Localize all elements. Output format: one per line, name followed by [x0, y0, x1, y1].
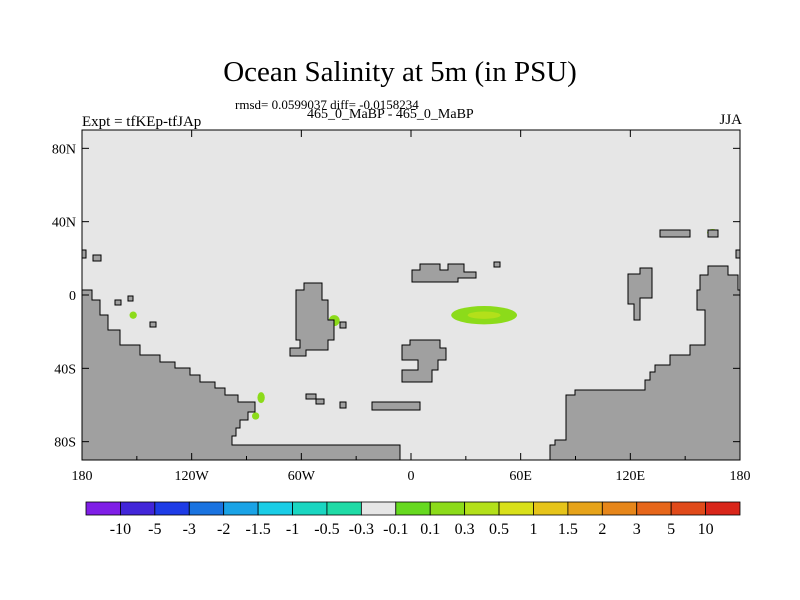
colorbar-swatch: [395, 501, 431, 516]
x-tick-label: 120W: [175, 469, 210, 484]
colorbar-label: -0.3: [349, 521, 374, 538]
season-label: JJA: [719, 112, 742, 128]
colorbar-swatch: [533, 501, 569, 516]
anomaly-region: [129, 311, 137, 319]
colorbar-label: -10: [110, 521, 131, 538]
land-islet: [493, 261, 501, 268]
y-tick-label: 40N: [52, 216, 76, 231]
land-west-edge-islet: [81, 249, 87, 259]
x-tick-label: 120E: [616, 469, 646, 484]
land-east-island: [627, 267, 653, 321]
colorbar-label: 0.5: [489, 521, 509, 538]
land-islet: [339, 321, 347, 329]
colorbar-label: -1.5: [245, 521, 270, 538]
colorbar-swatch: [188, 501, 225, 516]
colorbar-label: -3: [183, 521, 196, 538]
x-tick-label: 180: [730, 469, 751, 484]
colorbar-label: 1.5: [558, 521, 578, 538]
colorbar-swatch: [705, 501, 741, 516]
anomaly-region: [549, 406, 558, 418]
land-islet: [114, 299, 122, 306]
x-tick-label: 60W: [288, 469, 316, 484]
anomaly-region: [184, 276, 243, 292]
land-islet: [305, 393, 317, 400]
y-tick-label: 40S: [54, 362, 76, 377]
x-tick-label: 60E: [509, 469, 532, 484]
colorbar-swatch: [670, 501, 706, 516]
anomaly-region: [559, 428, 567, 437]
land-northeast-strip: [659, 229, 691, 238]
colorbar-label: -0.1: [383, 521, 408, 538]
y-tick-label: 0: [69, 289, 76, 304]
colorbar-label: 0.1: [420, 521, 440, 538]
experiment-names: 465_0_MaBP - 465_0_MaBP: [307, 107, 474, 122]
experiment-label: Expt = tfKEp-tfJAp: [82, 114, 202, 130]
colorbar-label: 2: [598, 521, 606, 538]
land-east-continent: [549, 265, 741, 461]
colorbar-swatch: [567, 501, 603, 516]
anomaly-region: [471, 439, 501, 444]
anomaly-region: [467, 311, 501, 319]
land-islet: [92, 254, 102, 262]
colorbar-label: 5: [667, 521, 675, 538]
anomaly-region: [376, 258, 421, 277]
stats-subtitle: rmsd= 0.0599037 diff= -0.0158234: [235, 97, 419, 112]
colorbar-swatch: [601, 501, 638, 516]
colorbar-swatch: [257, 501, 293, 516]
land-east-edge-islet: [735, 249, 741, 259]
colorbar-swatch: [429, 501, 466, 516]
land-islet: [127, 295, 134, 302]
land-mideast-block: [401, 339, 447, 383]
colorbar-label: -0.5: [314, 521, 339, 538]
land-central-america: [289, 282, 335, 357]
y-tick-label: 80N: [52, 142, 76, 157]
anomaly-region: [659, 249, 704, 279]
x-tick-label: 0: [408, 469, 415, 484]
land-north-strip: [411, 263, 477, 283]
colorbar-swatch: [360, 501, 397, 516]
land-islet: [339, 401, 347, 409]
land-islet: [315, 398, 325, 405]
colorbar-swatch: [223, 501, 259, 516]
land-mask: [81, 229, 741, 461]
colorbar-swatch: [464, 501, 500, 516]
anomaly-region: [705, 240, 724, 262]
axis-ticks: 180 120W 60W 0 60E 120E 180 80N 40N 0 40S 80S: [52, 130, 751, 484]
colorbar-label: -1: [286, 521, 299, 538]
colorbar-swatch: [498, 501, 534, 516]
x-tick-label: 180: [72, 469, 93, 484]
colorbar-label: 10: [698, 521, 714, 538]
colorbar-label: 0.3: [455, 521, 475, 538]
colorbar-label: -2: [217, 521, 230, 538]
y-tick-label: 80S: [54, 436, 76, 451]
land-islet: [149, 321, 157, 328]
colorbar-swatch: [292, 501, 328, 516]
land-south-strip: [371, 401, 421, 411]
colorbar-swatch: [85, 501, 121, 516]
colorbar: -10 -5 -3 -2 -1.5 -1 -0.5 -0.3 -0.1 0.1 0.3 0.5 1 1.5…: [85, 501, 741, 538]
chart-title: Ocean Salinity at 5m (in PSU): [223, 56, 577, 88]
colorbar-label: -5: [148, 521, 161, 538]
anomaly-region: [251, 412, 260, 420]
colorbar-swatch: [636, 501, 672, 516]
colorbar-swatch: [326, 501, 362, 516]
anomaly-region: [257, 392, 265, 404]
colorbar-label: 1: [529, 521, 537, 538]
land-northeast-corner: [707, 229, 719, 238]
colorbar-swatch: [154, 501, 190, 516]
colorbar-label: 3: [633, 521, 641, 538]
land-south-america-west: [81, 289, 401, 461]
colorbar-swatch: [120, 501, 156, 516]
